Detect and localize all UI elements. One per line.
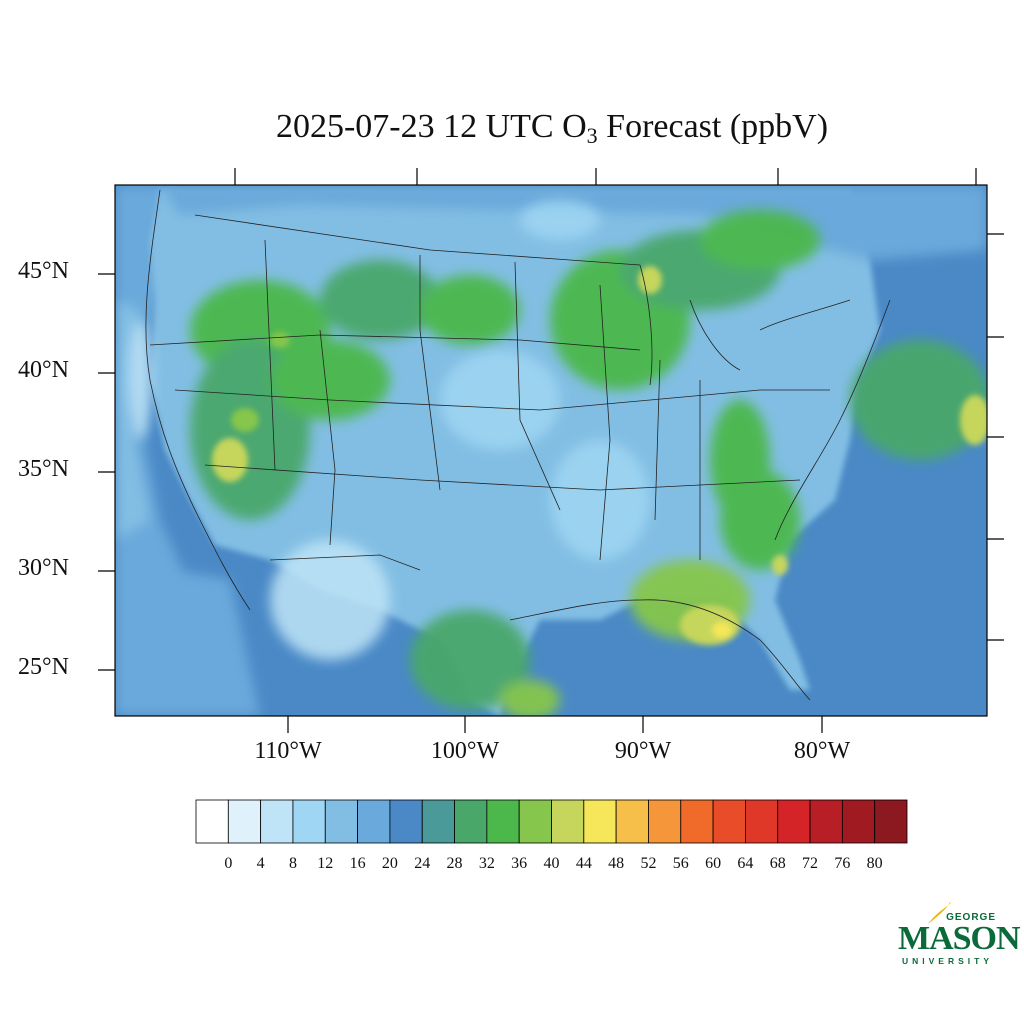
colorbar-tick-label: 80 [866, 855, 883, 872]
colorbar-swatch [227, 799, 262, 844]
axis-ticks [98, 168, 1004, 733]
colorbar-swatch [324, 799, 358, 844]
colorbar-tick-label: 28 [446, 855, 463, 872]
colorbar-swatch [357, 799, 391, 844]
colorbar-tick-label: 12 [317, 855, 334, 872]
logo-swoosh-icon [928, 902, 951, 924]
colorbar-swatch [518, 799, 552, 844]
figure-title: 2025-07-23 12 UTC O3 Forecast (ppbV) [275, 108, 829, 148]
colorbar-swatch [841, 799, 876, 844]
colorbar-swatch [195, 799, 229, 844]
colorbar-tick-label: 72 [802, 855, 819, 872]
colorbar-tick-label: 68 [769, 855, 786, 872]
gmu-logo: GEORGE MASON UNIVERSITY [898, 898, 1021, 970]
colorbar-swatch [809, 799, 843, 844]
lat-label-40: 40°N [18, 357, 69, 383]
colorbar-swatch [389, 799, 423, 844]
lon-label-110w: 110°W [254, 738, 322, 764]
map-frame [114, 184, 988, 717]
colorbar-swatch [260, 799, 294, 844]
colorbar-swatch [777, 799, 811, 844]
logo-george: GEORGE [946, 912, 996, 923]
colorbar-swatch [712, 799, 746, 844]
colorbar-tick-label: 24 [414, 855, 431, 872]
higher-ozone [212, 266, 987, 645]
lat-label-45: 45°N [18, 258, 69, 284]
colorbar-tick-label: 16 [349, 855, 366, 872]
colorbar-swatch [874, 799, 908, 844]
lon-label-100w: 100°W [430, 738, 500, 764]
colorbar-tick-label: 76 [834, 855, 851, 872]
colorbar-tick-label: 52 [640, 855, 657, 872]
colorbar-tick-label: 40 [543, 855, 560, 872]
colorbar-tick-label: 48 [608, 855, 625, 872]
colorbar-tick-label: 44 [575, 855, 592, 872]
colorbar-tick-label: 20 [381, 855, 398, 872]
colorbar-tick-label: 8 [288, 855, 297, 872]
colorbar [195, 799, 908, 844]
colorbar-swatch [551, 799, 585, 844]
colorbar-swatch [680, 799, 714, 844]
lat-label-35: 35°N [18, 456, 69, 482]
low-ozone [128, 200, 650, 660]
logo-mason: MASON [898, 920, 1021, 957]
moderate-ozone [190, 210, 987, 716]
lon-label-90w: 90°W [614, 738, 672, 764]
lat-label-25: 25°N [18, 654, 69, 680]
logo-university: UNIVERSITY [902, 956, 994, 966]
colorbar-swatch [615, 799, 649, 844]
colorbar-tick-label: 4 [256, 855, 265, 872]
colorbar-swatch [454, 799, 488, 844]
lon-label-80w: 80°W [793, 738, 851, 764]
lat-label-30: 30°N [18, 555, 69, 581]
colorbar-tick-label: 32 [478, 855, 495, 872]
colorbar-tick-label: 36 [511, 855, 528, 872]
colorbar-tick-label: 56 [672, 855, 689, 872]
colorbar-tick-label: 64 [737, 855, 754, 872]
colorbar-swatch [648, 799, 682, 844]
colorbar-swatch [292, 799, 326, 844]
boundaries [145, 189, 891, 701]
colorbar-swatch [486, 799, 520, 844]
colorbar-swatch [583, 799, 617, 844]
colorbar-tick-label: 60 [705, 855, 722, 872]
ozone-field [115, 185, 987, 716]
colorbar-swatch [745, 799, 779, 844]
colorbar-swatch [421, 799, 455, 844]
colorbar-tick-label: 0 [224, 855, 233, 872]
